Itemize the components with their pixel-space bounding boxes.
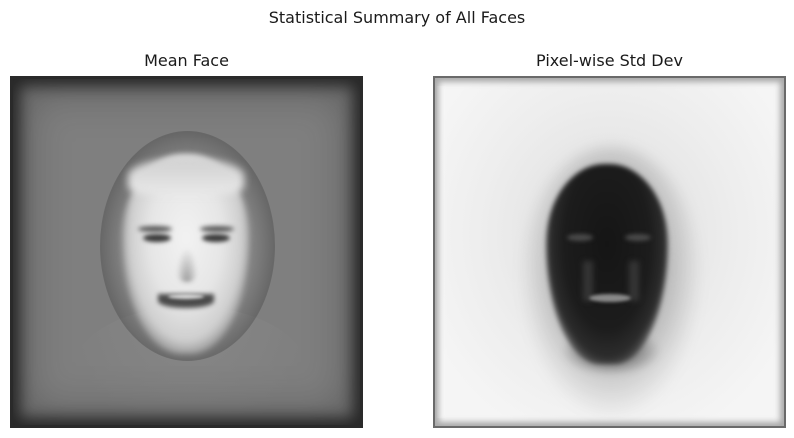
std-dev-left-eye bbox=[567, 234, 593, 241]
mean-face-nose bbox=[176, 248, 198, 282]
mean-face-right-eye bbox=[202, 234, 230, 242]
std-dev-left-cheek bbox=[583, 261, 593, 301]
mean-face-left-brow bbox=[138, 226, 172, 232]
mean-face-left-eye bbox=[143, 234, 171, 242]
std-dev-title: Pixel-wise Std Dev bbox=[536, 51, 683, 70]
mean-face-teeth bbox=[168, 294, 204, 299]
figure-title: Statistical Summary of All Faces bbox=[268, 8, 526, 27]
std-dev-image bbox=[433, 76, 786, 428]
mean-face-forehead bbox=[128, 158, 244, 194]
std-dev-right-cheek bbox=[629, 261, 639, 301]
mean-face-vignette bbox=[10, 76, 363, 428]
mean-face-image bbox=[10, 76, 363, 428]
std-dev-teeth bbox=[589, 294, 631, 302]
std-dev-left-edge bbox=[437, 86, 447, 418]
std-dev-frame bbox=[433, 76, 786, 428]
mean-face-title: Mean Face bbox=[144, 51, 229, 70]
std-dev-right-eye bbox=[625, 234, 651, 241]
std-dev-face bbox=[546, 164, 668, 364]
mean-face-right-brow bbox=[200, 226, 234, 232]
